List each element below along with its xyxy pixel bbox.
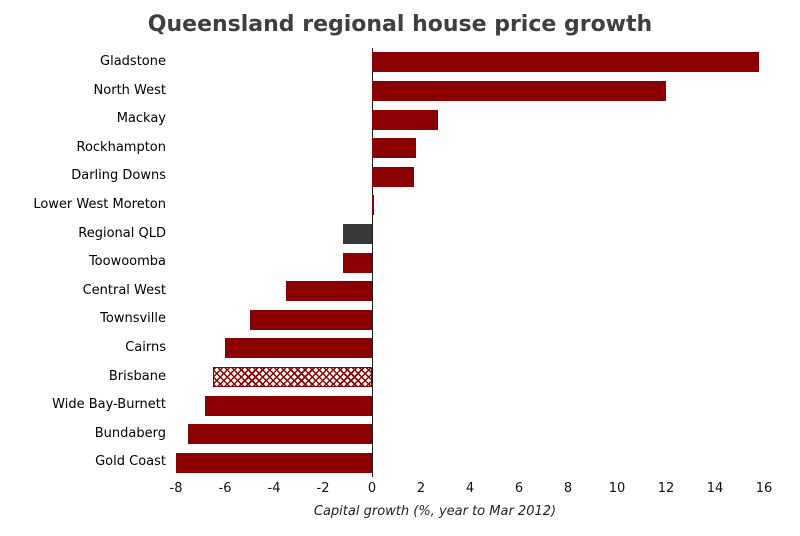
x-tick-label-14: 14 bbox=[706, 481, 724, 496]
chart-title: Queensland regional house price growth bbox=[147, 12, 653, 37]
category-label-lower-west-moreton: Lower West Moreton bbox=[33, 197, 166, 212]
x-tick-label-16: 16 bbox=[755, 481, 773, 496]
category-label-mackay: Mackay bbox=[116, 111, 166, 127]
x-tick-label--2: -2 bbox=[316, 481, 330, 496]
x-tick-label-10: 10 bbox=[608, 481, 626, 496]
category-label-regional-qld: Regional QLD bbox=[78, 225, 166, 241]
category-label-gladstone: Gladstone bbox=[100, 54, 166, 69]
bar-brisbane bbox=[212, 366, 372, 387]
x-tick-label-12: 12 bbox=[657, 481, 675, 496]
category-label-bundaberg: Bundaberg bbox=[94, 425, 166, 441]
category-label-cairns: Cairns bbox=[125, 340, 166, 355]
x-tick-label-0: 0 bbox=[367, 481, 377, 496]
bar-lower-west-moreton bbox=[372, 195, 375, 216]
bar-mackay bbox=[372, 109, 439, 130]
bar-wide-bay-burnett bbox=[205, 395, 372, 416]
bar-north-west bbox=[372, 80, 666, 101]
x-tick-label-8: 8 bbox=[563, 481, 573, 496]
category-label-townsville: Townsville bbox=[100, 311, 166, 327]
x-tick-label--6: -6 bbox=[218, 481, 232, 496]
category-label-central-west: Central West bbox=[82, 282, 166, 298]
x-tick-label-4: 4 bbox=[465, 481, 475, 496]
category-label-north-west: North West bbox=[93, 82, 166, 98]
category-label-rockhampton: Rockhampton bbox=[76, 139, 167, 155]
x-tick-label-2: 2 bbox=[416, 481, 426, 496]
bar-central-west bbox=[286, 281, 372, 302]
bar-regional-qld bbox=[342, 223, 372, 244]
x-tick-label--8: -8 bbox=[169, 481, 183, 496]
x-axis-label: Capital growth (%, year to Mar 2012) bbox=[313, 504, 557, 519]
bar-bundaberg bbox=[188, 424, 372, 445]
bar-toowoomba bbox=[342, 252, 372, 273]
category-label-wide-bay-burnett: Wide Bay-Burnett bbox=[52, 397, 166, 413]
bar-cairns bbox=[225, 338, 372, 359]
category-label-darling-downs: Darling Downs bbox=[71, 168, 166, 184]
category-label-brisbane: Brisbane bbox=[108, 368, 166, 384]
x-tick-label-6: 6 bbox=[514, 481, 524, 496]
zero-axis-line bbox=[371, 48, 373, 477]
category-label-gold-coast: Gold Coast bbox=[95, 454, 166, 470]
bar-rockhampton bbox=[372, 138, 417, 159]
bar-gold-coast bbox=[176, 452, 372, 473]
bar-gladstone bbox=[372, 52, 760, 73]
bar-darling-downs bbox=[372, 166, 414, 187]
category-label-toowoomba: Toowoomba bbox=[88, 254, 166, 270]
x-tick-label--4: -4 bbox=[267, 481, 281, 496]
bar-townsville bbox=[249, 309, 372, 330]
